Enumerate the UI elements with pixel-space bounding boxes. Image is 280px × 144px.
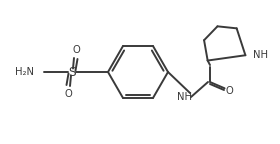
Text: O: O: [64, 89, 72, 99]
Text: NH: NH: [178, 92, 193, 102]
Text: O: O: [225, 86, 233, 96]
Text: S: S: [68, 66, 76, 78]
Text: H₂N: H₂N: [15, 67, 34, 77]
Text: NH: NH: [253, 50, 269, 60]
Text: O: O: [72, 45, 80, 55]
